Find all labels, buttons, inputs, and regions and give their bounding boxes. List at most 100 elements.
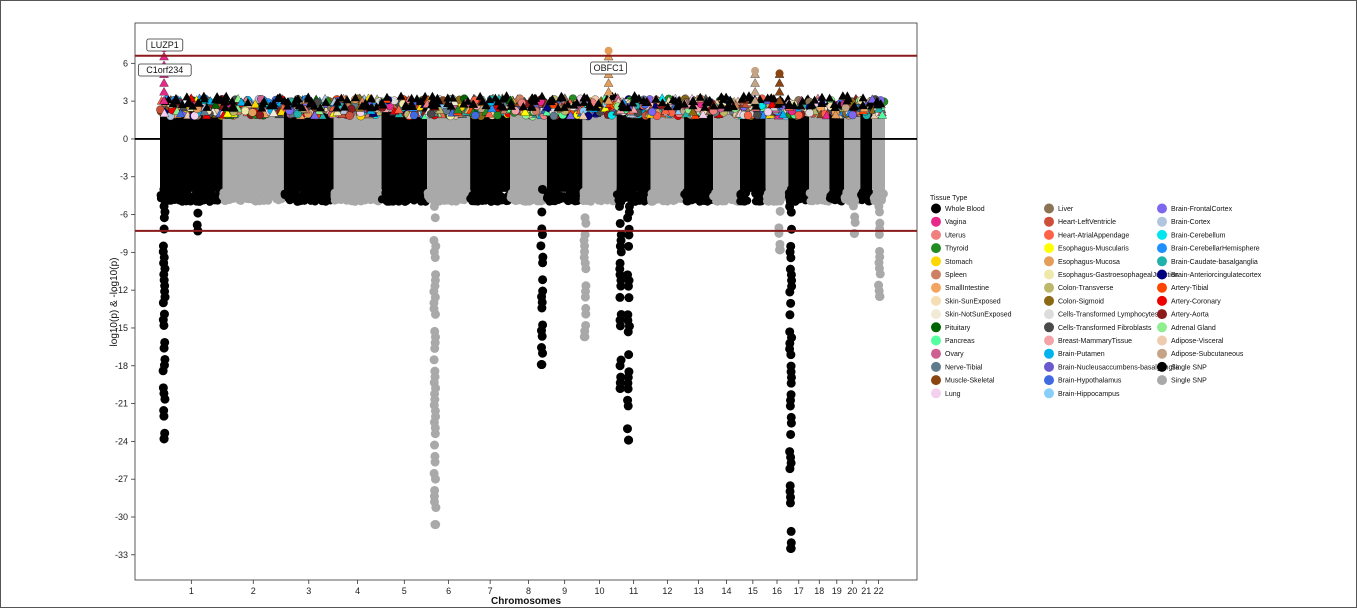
chromosome-body-11 [616,111,651,192]
x-axis-title: Chromosomes [491,596,561,607]
snp-point [280,191,289,200]
legend-label: Brain-CerebellarHemisphere [1171,246,1260,253]
snp-point [752,190,761,199]
tissue-triangle [553,103,563,112]
snp-point [615,201,625,211]
y-axis-title: log10(p) & -log10(p) [109,258,120,347]
tissue-triangle [307,96,317,105]
snp-point [615,218,625,228]
x-tick-label: 6 [446,586,451,596]
legend-item: Heart-LeftVentricle [1044,216,1116,227]
tissue-triangle [382,92,392,101]
tissue-point [604,46,613,55]
tissue-triangle [342,95,352,104]
legend-label: Adipose-Visceral [1171,338,1224,345]
snp-point [580,332,590,342]
legend-swatch [1044,348,1054,359]
snp-point [429,355,439,365]
snp-point [703,197,712,206]
legend-label: Colon-Transverse [1058,285,1113,292]
chromosome-body-17 [788,111,810,192]
tissue-triangle [688,106,698,116]
tissue-triangle [542,102,552,111]
tissue-triangle [401,100,411,109]
tissue-triangle [159,87,169,96]
snp-point [848,201,858,211]
tissue-triangle [222,108,233,118]
legend-item: Cells-Transformed Lymphocytes [1044,309,1159,320]
chromosome-band-9 [542,91,587,206]
tissue-triangle [243,98,253,107]
legend-swatch [931,335,941,346]
chromosome-band-6 [422,91,475,206]
tissue-triangle [484,109,494,118]
snp-point [768,189,777,198]
snp-point [357,189,366,198]
snp-point [430,309,440,319]
snp-point [580,190,590,200]
snp-point [553,190,562,199]
legend-swatch [1157,309,1167,320]
legend-label: Esophagus-GastroesophagealJunction [1058,272,1179,279]
snp-point [537,303,547,313]
x-tick-label: 12 [662,586,672,596]
tissue-triangle [290,99,300,108]
legend-item: Esophagus-Muscularis [1044,243,1129,254]
tissue-point [841,103,850,112]
legend-item: Esophagus-GastroesophagealJunction [1044,269,1179,280]
legend-swatch [931,295,941,306]
snp-point [787,224,797,234]
snp-point [688,188,697,197]
legend-label: Artery-Coronary [1171,298,1221,305]
snp-point [271,189,280,198]
chromosome-body-13 [684,111,714,192]
legend-swatch [1044,295,1054,306]
tissue-triangle [366,103,376,112]
tissue-triangle [332,97,342,106]
annotation-text: C1orf234 [146,65,183,75]
snp-point [351,197,360,206]
tissue-triangle [350,93,360,102]
snp-point [519,197,528,206]
tissue-triangle [723,103,733,112]
lower-peak-chr11 [622,184,634,445]
snp-point [581,218,591,228]
tissue-triangle [357,101,367,110]
tissue-triangle [309,101,319,110]
legend-item: Breast-MammaryTissue [1044,335,1132,346]
y-tick-label: -15 [115,323,128,333]
tissue-triangle [709,101,719,110]
annotation-text: OBFC1 [594,63,624,73]
legend-item: Skin-SunExposed [931,295,1001,306]
snp-point [615,292,625,302]
snp-point [431,503,441,513]
lower-peak-chr1 [158,184,170,444]
tissue-triangle [394,104,404,114]
legend-swatch [1157,375,1167,386]
snp-point [430,213,440,223]
snp-point [786,378,796,388]
tissue-triangle [221,91,231,100]
tissue-triangle [332,103,342,112]
annotations-layer: LUZP1 C1orf234 OBFC1 [137,38,627,77]
y-tick-label: 3 [123,96,128,106]
tissue-triangle [159,108,170,117]
tissue-triangle [593,98,603,107]
tissue-point [805,108,814,118]
tissue-triangle [199,106,210,116]
tissue-triangle [545,96,555,105]
legend-label: Brain-Anteriorcingulatecortex [1171,272,1262,279]
legend-item: Pituitary [931,322,971,333]
tissue-point [426,109,436,119]
tissue-triangle [603,87,614,96]
snp-point [623,281,633,291]
tissue-triangle [459,99,469,108]
upper-peak-chr15 [750,66,760,105]
y-tick-label: -30 [115,512,128,522]
snp-point [774,195,784,205]
tissue-point [743,111,753,120]
tissue-triangle [407,99,417,108]
snp-point [439,188,448,197]
snp-point [260,190,269,199]
snp-point [398,189,407,198]
